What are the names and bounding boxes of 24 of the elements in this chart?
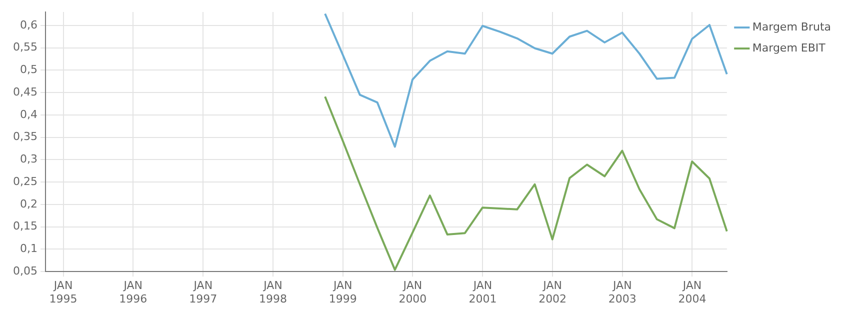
x-tick-label: JAN 2002 <box>538 279 567 306</box>
y-tick-label: 0,45 <box>12 85 38 98</box>
y-tick-label: 0,5 <box>20 63 38 76</box>
legend-label: Margem Bruta <box>752 20 832 34</box>
x-tick-label: JAN 2001 <box>468 279 497 306</box>
x-tick-label: JAN 1999 <box>328 279 357 306</box>
x-tick-label: JAN 2000 <box>398 279 427 306</box>
legend-label: Margem EBIT <box>752 41 826 54</box>
x-tick-label: JAN 1995 <box>49 279 78 306</box>
x-tick-label: JAN 2004 <box>678 279 706 306</box>
y-tick-label: 0,3 <box>20 152 38 166</box>
y-tick-label: 0,35 <box>12 130 38 144</box>
x-tick-label: JAN 1997 <box>189 279 218 306</box>
y-tick-label: 0,4 <box>20 108 38 121</box>
x-tick-label: JAN 2003 <box>608 279 636 306</box>
x-tick-label: JAN 1996 <box>119 279 148 306</box>
y-tick-label: 0,15 <box>12 220 38 233</box>
x-tick-label: JAN 1998 <box>259 279 288 306</box>
y-tick-label: 0,2 <box>20 197 38 210</box>
y-tick-label: 0,25 <box>12 174 38 188</box>
y-tick-label: 0,55 <box>12 40 38 54</box>
y-tick-label: 0,1 <box>20 242 38 256</box>
y-tick-label: 0,05 <box>12 264 38 278</box>
y-tick-label: 0,6 <box>20 18 38 32</box>
